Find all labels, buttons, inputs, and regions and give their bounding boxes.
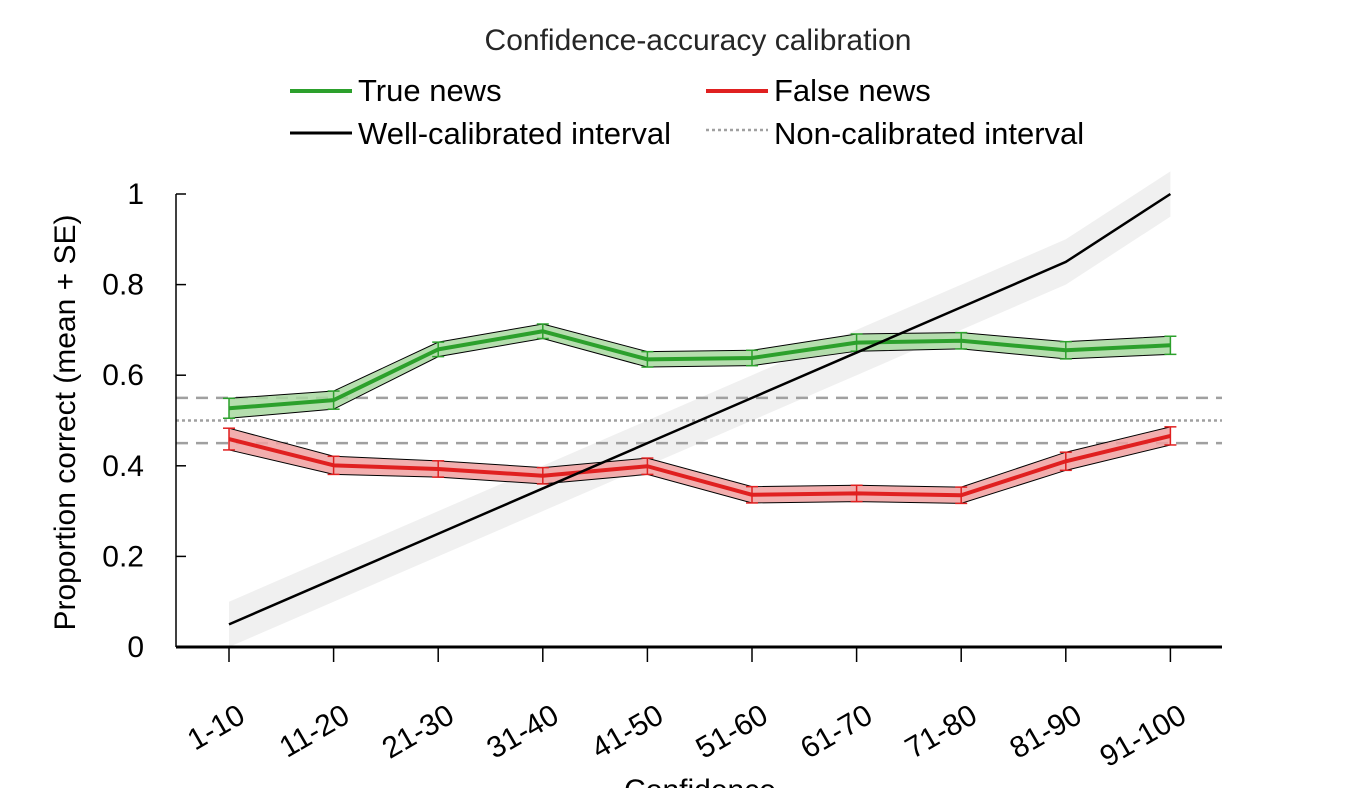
x-tick-label: 81-90 — [1004, 698, 1087, 765]
y-tick-label: 0 — [127, 631, 144, 664]
legend: True news False news Well-calibrated int… — [290, 73, 1084, 151]
legend-label-well-calibrated: Well-calibrated interval — [358, 116, 671, 151]
legend-label-false-news: False news — [774, 73, 931, 108]
y-tick-label: 0.4 — [102, 450, 144, 483]
well-calibrated-line — [228, 192, 1172, 626]
y-tick-label: 0.6 — [102, 359, 144, 392]
x-tick-label: 41-50 — [586, 698, 669, 765]
x-tick-label: 1-10 — [182, 698, 251, 757]
false-news-line — [228, 433, 1171, 498]
true-news-se-band — [229, 324, 1171, 419]
x-axis-label: Confidence — [624, 774, 776, 788]
false-news-se-band — [229, 426, 1171, 504]
x-tick-label: 11-20 — [274, 698, 355, 764]
false-news-se-upper-edge — [228, 426, 1171, 488]
y-tick-label: 1 — [127, 178, 144, 211]
x-tick-label: 51-60 — [691, 698, 774, 765]
y-tick-label: 0.2 — [102, 540, 144, 573]
well-calibrated-band — [229, 171, 1171, 647]
true-news-line — [228, 329, 1171, 411]
true-news-se-upper-edge — [228, 323, 1171, 399]
y-axis-label: Proportion correct (mean + SE) — [49, 214, 82, 630]
true-news-se-lower-edge — [228, 337, 1171, 419]
x-tick-label: 91-100 — [1094, 698, 1191, 773]
legend-label-true-news: True news — [358, 73, 502, 108]
false-news-se-lower-edge — [228, 444, 1171, 504]
x-tick-label: 61-70 — [795, 698, 878, 765]
series-layer — [223, 192, 1177, 626]
legend-label-non-calibrated: Non-calibrated interval — [774, 116, 1084, 151]
chart-title: Confidence-accuracy calibration — [485, 24, 912, 57]
x-tick-label: 71-80 — [900, 698, 983, 765]
calibration-band-layer — [229, 171, 1171, 647]
x-tick-label: 21-30 — [377, 698, 460, 765]
y-tick-label: 0.8 — [102, 269, 144, 302]
x-tick-label: 31-40 — [481, 698, 564, 765]
